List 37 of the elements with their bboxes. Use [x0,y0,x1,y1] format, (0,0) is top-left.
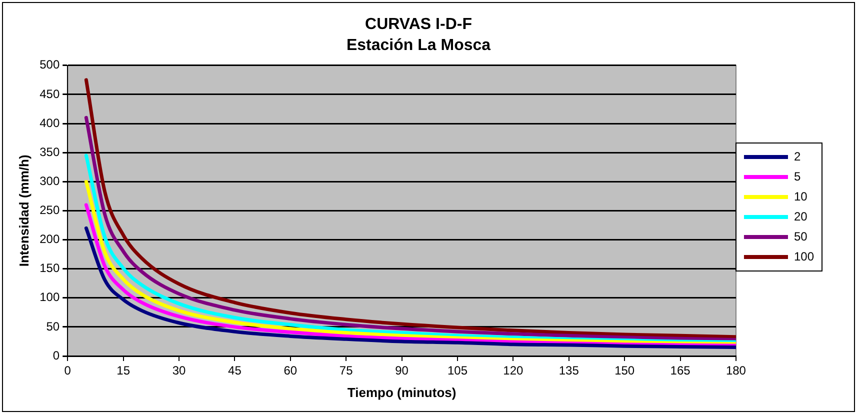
x-tick-label: 15 [116,364,130,378]
chart-title: CURVAS I-D-F [365,16,472,34]
legend-label: 2 [794,149,801,164]
x-axis-title: Tiempo (minutos) [347,384,456,400]
x-tick-label: 90 [395,364,409,378]
x-tick-label: 150 [614,364,635,378]
y-tick-label: 100 [40,290,60,304]
x-tick-label: 120 [503,364,524,378]
legend-label: 20 [794,209,808,224]
x-tick-label: 180 [726,364,746,378]
y-tick-label: 450 [40,86,60,101]
x-tick-label: 0 [64,364,72,378]
y-tick-label: 400 [40,116,60,130]
y-tick-label: 50 [46,319,60,334]
legend-label: 100 [794,249,814,264]
line-series [84,116,736,342]
y-tick-label: 500 [40,58,60,72]
line-series [84,226,736,350]
x-tick-label: 75 [339,364,354,378]
y-axis-title: Intensidad (mm/h) [16,154,32,267]
chart-subtitle: Estación La Mosca [346,37,491,54]
legend-label: 10 [794,189,808,204]
y-tick-label: 200 [40,232,60,246]
y-tick-label: 350 [40,144,60,159]
x-tick-label: 105 [447,364,468,378]
x-tick-label: 45 [228,364,242,378]
legend-label: 5 [794,169,801,184]
x-tick-label: 165 [670,364,691,378]
x-tick-label: 30 [172,364,186,378]
y-tick-label: 250 [40,203,60,218]
line-series [84,78,736,339]
y-tick-label: 300 [40,174,60,188]
legend-label: 50 [794,229,808,244]
x-tick-label: 60 [284,364,298,378]
x-tick-label: 135 [558,364,580,378]
y-tick-label: 0 [52,348,60,362]
y-tick-label: 150 [40,261,60,276]
